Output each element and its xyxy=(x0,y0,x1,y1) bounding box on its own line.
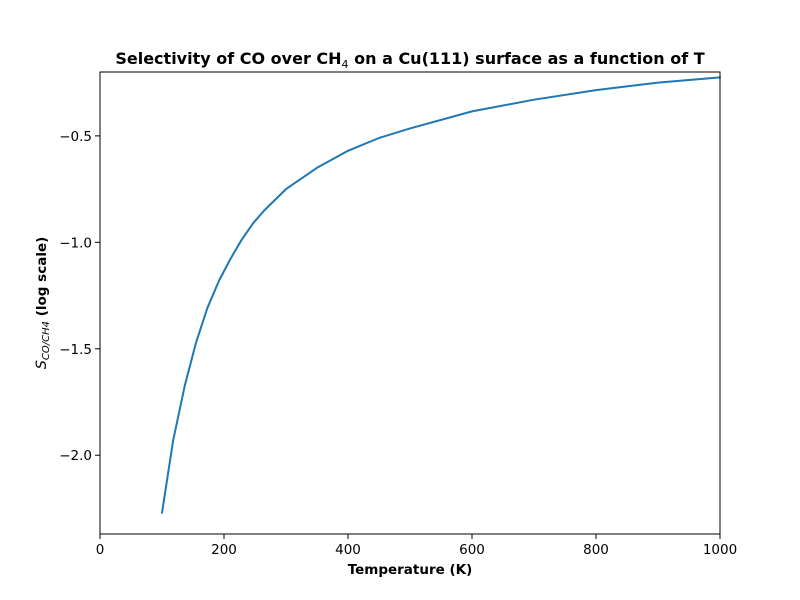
series-line-0 xyxy=(161,76,721,514)
x-axis-label: Temperature (K) xyxy=(348,562,473,578)
x-tick-label: 400 xyxy=(335,542,361,558)
y-tick-label: −1.5 xyxy=(59,342,92,358)
x-axis-ticks: 0 200 400 600 800 1000 xyxy=(96,534,737,558)
axes-frame xyxy=(99,71,721,535)
line-layer xyxy=(161,76,721,514)
x-tick-label: 800 xyxy=(583,542,609,558)
y-axis-label-suffix: (log scale) xyxy=(34,237,50,321)
chart-title-subscript: 4 xyxy=(342,58,349,71)
y-axis-label-subscript: CO/CH4 xyxy=(41,321,52,360)
y-axis-ticks: −2.0 −1.5 −1.0 −0.5 xyxy=(59,129,100,464)
x-tick-label: 0 xyxy=(96,542,105,558)
chart-title-suffix: on a Cu(111) surface as a function of T xyxy=(349,49,705,68)
x-tick-label: 1000 xyxy=(703,542,737,558)
y-tick-label: −0.5 xyxy=(59,129,92,145)
x-tick-label: 200 xyxy=(211,542,237,558)
y-axis-label-symbol: S xyxy=(34,360,50,369)
y-tick-label: −1.0 xyxy=(59,235,92,251)
x-tick-label: 600 xyxy=(459,542,485,558)
y-axis-label: SCO/CH4 (log scale) xyxy=(34,237,52,370)
y-tick-label: −2.0 xyxy=(59,448,92,464)
chart-title: Selectivity of CO over CH4 on a Cu(111) … xyxy=(115,49,704,71)
plot-area xyxy=(99,71,721,535)
